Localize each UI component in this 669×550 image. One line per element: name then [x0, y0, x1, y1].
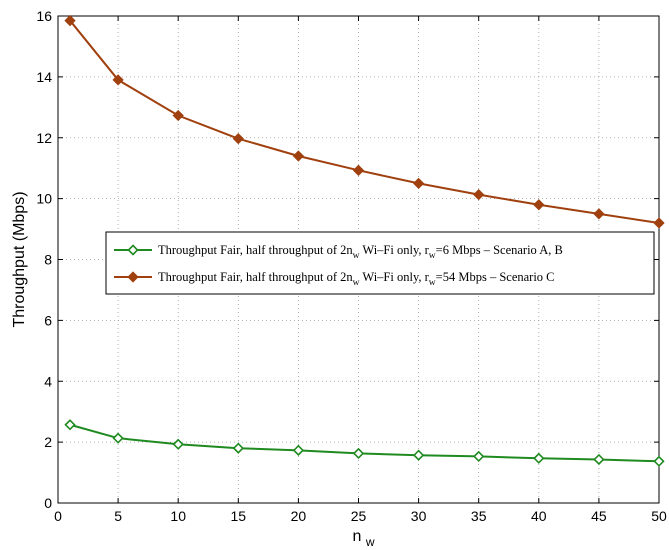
data-point — [232, 133, 244, 145]
x-tick-label: 35 — [471, 508, 487, 524]
legend-swatch-marker — [127, 271, 139, 283]
x-axis-label-main: n — [353, 528, 362, 545]
y-tick-label: 0 — [44, 495, 52, 511]
data-point — [292, 444, 305, 456]
data-point — [412, 449, 425, 461]
data-point — [653, 217, 665, 229]
data-point — [593, 453, 605, 466]
data-point — [64, 14, 76, 27]
data-point — [172, 109, 184, 122]
data-point — [593, 208, 605, 220]
x-tick-label: 10 — [170, 508, 186, 524]
data-point — [533, 199, 545, 211]
x-tick-label: 5 — [114, 508, 122, 524]
data-point — [112, 432, 124, 444]
series-line — [69, 423, 660, 463]
y-tick-label: 12 — [36, 130, 52, 146]
y-tick-label: 4 — [44, 373, 52, 389]
data-point — [352, 164, 365, 176]
data-point — [232, 442, 244, 454]
legend-swatch-marker — [127, 244, 139, 256]
series-2 — [64, 14, 665, 229]
series-line — [69, 19, 660, 224]
legend-item: Throughput Fair, half throughput of 2nw … — [114, 270, 555, 288]
data-point — [653, 455, 665, 467]
series-group — [64, 14, 665, 467]
data-point — [473, 450, 485, 463]
data-point — [172, 438, 184, 450]
legend-label: Throughput Fair, half throughput of 2nw … — [158, 243, 563, 261]
x-tick-label: 0 — [54, 508, 62, 524]
data-point — [352, 447, 365, 460]
x-tick-label: 50 — [651, 508, 667, 524]
data-point — [292, 150, 305, 162]
x-tick-label: 40 — [531, 508, 547, 524]
y-tick-label: 14 — [36, 69, 52, 85]
y-tick-label: 10 — [36, 191, 52, 207]
y-axis-label: Throughput (Mbps) — [11, 191, 28, 327]
data-point — [112, 74, 124, 86]
x-tick-label: 30 — [411, 508, 427, 524]
y-tick-label: 8 — [44, 252, 52, 268]
x-tick-label: 45 — [591, 508, 607, 524]
data-point — [473, 189, 485, 201]
data-point — [64, 419, 76, 431]
y-tick-label: 6 — [44, 312, 52, 328]
x-tick-label: 25 — [351, 508, 367, 524]
tick-labels: 0 5 10 15 20 25 30 35 40 45 50 0 2 4 6 8 10 12 14 16 — [36, 8, 667, 524]
legend-box — [105, 231, 655, 295]
data-point — [533, 452, 545, 464]
x-tick-label: 20 — [291, 508, 307, 524]
data-point — [412, 177, 425, 190]
x-axis-label: n w — [353, 528, 375, 549]
legend: Throughput Fair, half throughput of 2nw … — [105, 231, 655, 295]
legend-label: Throughput Fair, half throughput of 2nw … — [158, 270, 555, 288]
legend-item: Throughput Fair, half throughput of 2nw … — [114, 243, 563, 261]
y-tick-label: 16 — [36, 8, 52, 24]
x-axis-label-subscript: w — [365, 535, 375, 549]
axes — [57, 15, 660, 504]
x-tick-label: 15 — [231, 508, 247, 524]
series-1 — [64, 419, 665, 467]
y-tick-label: 2 — [44, 434, 52, 450]
